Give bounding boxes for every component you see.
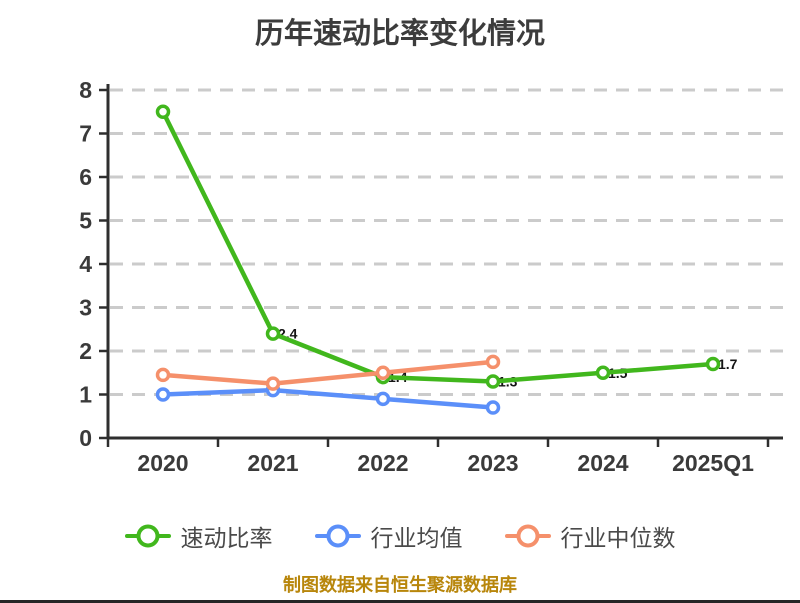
svg-text:2025Q1: 2025Q1 — [672, 450, 754, 476]
legend-item-quick-ratio: 速动比率 — [124, 519, 273, 553]
data-point — [485, 354, 501, 370]
svg-text:6: 6 — [79, 164, 92, 190]
axes: 0 1 2 3 4 5 6 7 8 2020 2021 2022 2023 2024 2025Q1 — [79, 77, 783, 476]
data-point — [155, 387, 171, 402]
chart-title: 历年速动比率变化情况 — [254, 18, 545, 50]
svg-text:8: 8 — [79, 77, 92, 103]
svg-text:1.7: 1.7 — [718, 356, 738, 372]
data-point — [265, 326, 281, 341]
data-point — [485, 400, 501, 415]
series-2 — [155, 354, 501, 391]
series-1 — [155, 382, 501, 415]
data-point — [485, 374, 501, 389]
svg-text:2: 2 — [79, 338, 92, 364]
svg-text:2020: 2020 — [137, 450, 188, 476]
svg-text:2023: 2023 — [467, 450, 518, 476]
svg-text:2024: 2024 — [577, 450, 628, 476]
svg-text:2022: 2022 — [357, 450, 408, 476]
svg-text:5: 5 — [79, 208, 92, 234]
svg-text:7: 7 — [79, 121, 92, 147]
legend-marker-quick-ratio — [124, 524, 171, 548]
series-0 — [155, 104, 721, 389]
data-point — [595, 365, 611, 380]
data-point — [265, 376, 281, 391]
svg-text:1: 1 — [79, 382, 92, 408]
legend-label-quick-ratio: 速动比率 — [180, 525, 273, 551]
svg-text:4: 4 — [79, 251, 92, 277]
legend-label-industry-mean: 行业均值 — [370, 525, 463, 551]
legend-item-industry-median: 行业中位数 — [504, 519, 676, 553]
legend-label-industry-median: 行业中位数 — [560, 525, 676, 551]
data-point — [155, 104, 171, 119]
legend-dot-industry-mean — [326, 524, 349, 548]
legend-marker-industry-mean — [314, 524, 361, 548]
legend: 速动比率 行业均值 行业中位数 — [0, 519, 800, 553]
gridlines — [110, 88, 783, 396]
legend-item-industry-mean: 行业均值 — [314, 519, 463, 553]
data-point — [155, 367, 171, 383]
svg-text:2021: 2021 — [247, 450, 298, 476]
svg-text:0: 0 — [79, 425, 92, 451]
legend-dot-quick-ratio — [136, 524, 159, 548]
source-caption: 制图数据来自恒生聚源数据库 — [283, 575, 517, 595]
data-point — [375, 365, 391, 380]
svg-text:3: 3 — [79, 295, 92, 321]
legend-dot-industry-median — [516, 524, 539, 548]
legend-marker-industry-median — [504, 524, 551, 548]
data-point — [375, 391, 391, 407]
data-point — [705, 356, 721, 372]
